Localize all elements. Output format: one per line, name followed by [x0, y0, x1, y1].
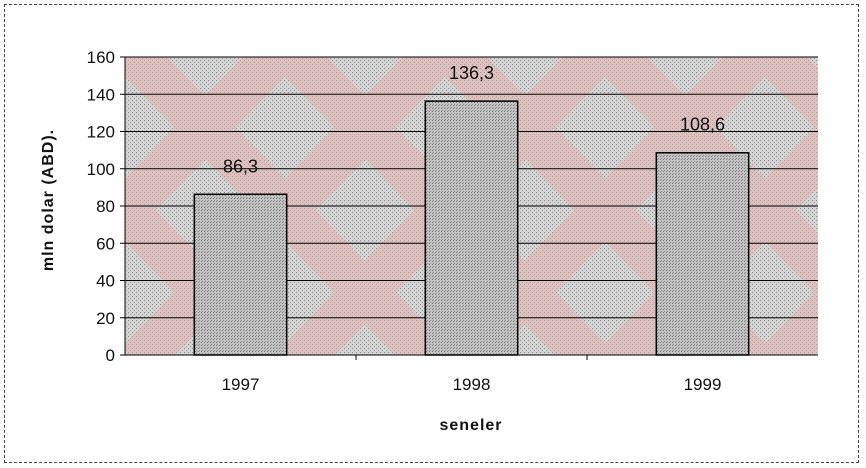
- y-tick-label: 40: [96, 272, 115, 291]
- bar-1997: [193, 193, 288, 356]
- data-label: 108,6: [680, 115, 725, 135]
- watermark-stripe: [125, 57, 305, 242]
- y-tick-label: 0: [106, 346, 115, 365]
- y-tick-label: 100: [87, 160, 115, 179]
- y-axis-ticks: 0 20 40 60 80 100 120 140 160: [87, 48, 125, 365]
- y-tick-label: 140: [87, 85, 115, 104]
- y-axis-title: mln dolar (ABD).: [40, 129, 57, 271]
- x-tick-label: 1998: [453, 375, 491, 394]
- y-tick-label: 160: [87, 48, 115, 67]
- x-axis-title: seneler: [439, 417, 502, 434]
- data-label: 136,3: [449, 63, 494, 83]
- x-tick-label: 1999: [684, 375, 722, 394]
- watermark-stripe: [745, 57, 818, 132]
- y-tick-label: 120: [87, 123, 115, 142]
- bar-1998: [424, 100, 519, 356]
- y-tick-label: 20: [96, 309, 115, 328]
- x-tick-label: 1997: [222, 375, 260, 394]
- x-axis-ticks: 1997 1998 1999: [222, 355, 722, 394]
- watermark-stripe: [593, 123, 818, 355]
- bar-1999: [655, 151, 750, 356]
- y-tick-label: 60: [96, 234, 115, 253]
- data-labels: 86,3 136,3 108,6: [223, 63, 725, 176]
- watermark-stripe: [585, 57, 818, 297]
- data-label: 86,3: [223, 156, 258, 176]
- watermark-stripe: [753, 288, 818, 355]
- y-tick-label: 80: [96, 197, 115, 216]
